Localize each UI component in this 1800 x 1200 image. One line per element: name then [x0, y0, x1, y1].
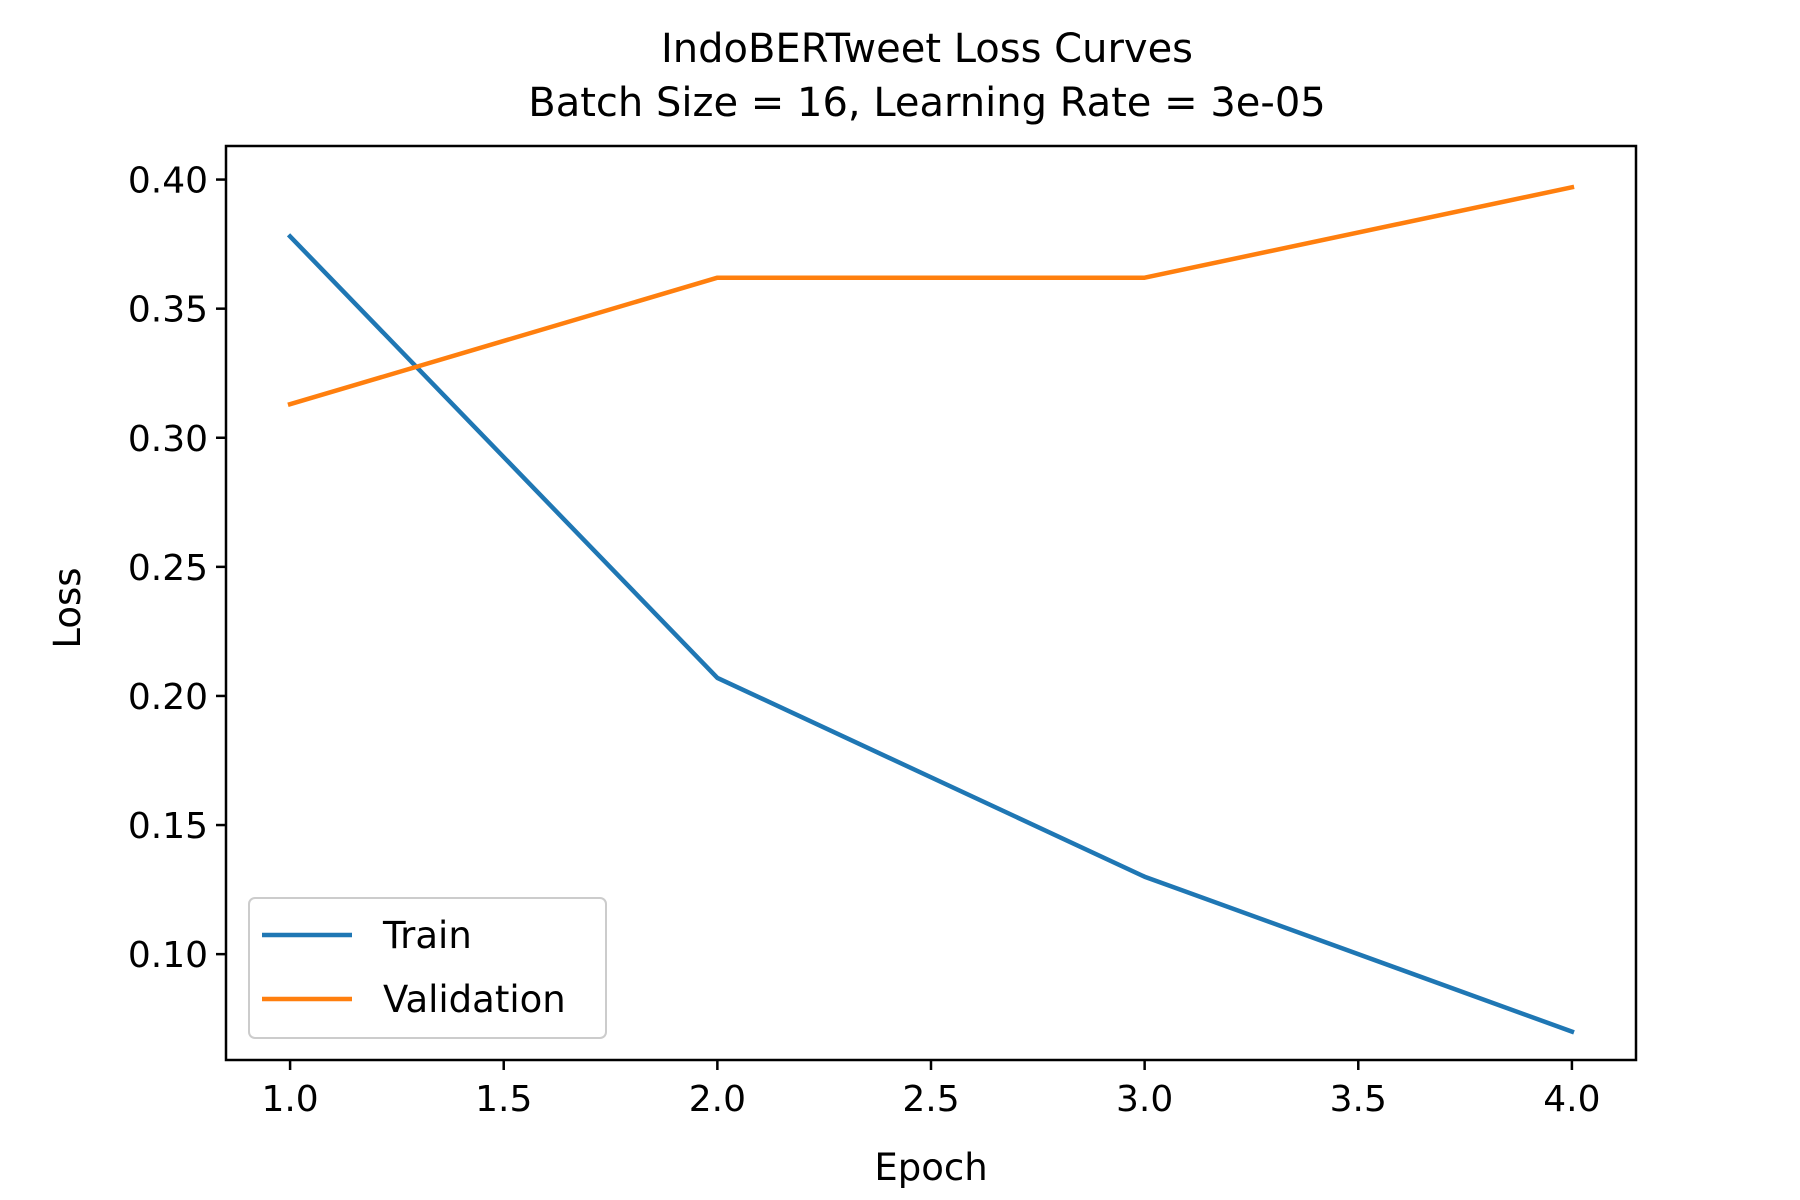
x-tick-label: 4.0 — [1543, 1079, 1600, 1120]
y-tick-label: 0.20 — [128, 677, 208, 718]
y-tick-label: 0.30 — [128, 419, 208, 460]
x-tick-label: 2.5 — [902, 1079, 959, 1120]
chart-subtitle: Batch Size = 16, Learning Rate = 3e-05 — [528, 80, 1326, 126]
x-axis-label: Epoch — [874, 1146, 987, 1189]
legend: Train Validation — [248, 897, 607, 1039]
x-tick-label: 2.0 — [689, 1079, 746, 1120]
y-axis-ticks: 0.10 0.15 0.20 0.25 0.30 0.35 0.40 — [128, 161, 226, 976]
plot-frame — [224, 144, 1638, 1062]
series-line-train — [286, 233, 1575, 1035]
x-tick-label: 1.5 — [475, 1079, 532, 1120]
legend-label-train: Train — [382, 914, 472, 957]
y-tick-label: 0.10 — [128, 935, 208, 976]
y-axis-label: Loss — [46, 567, 89, 648]
x-tick-label: 3.5 — [1330, 1079, 1387, 1120]
y-tick-label: 0.25 — [128, 548, 208, 589]
series-line-validation — [287, 184, 1575, 407]
x-tick-label: 1.0 — [261, 1079, 318, 1120]
plot-lines — [286, 184, 1575, 1035]
x-axis-ticks: 1.0 1.5 2.0 2.5 3.0 3.5 4.0 — [261, 1060, 1601, 1120]
y-tick-label: 0.35 — [128, 290, 208, 331]
x-tick-label: 3.0 — [1116, 1079, 1173, 1120]
chart-title: IndoBERTweet Loss Curves — [661, 26, 1193, 72]
y-tick-label: 0.15 — [128, 806, 208, 847]
y-tick-label: 0.40 — [128, 161, 208, 202]
legend-label-validation: Validation — [383, 978, 566, 1021]
